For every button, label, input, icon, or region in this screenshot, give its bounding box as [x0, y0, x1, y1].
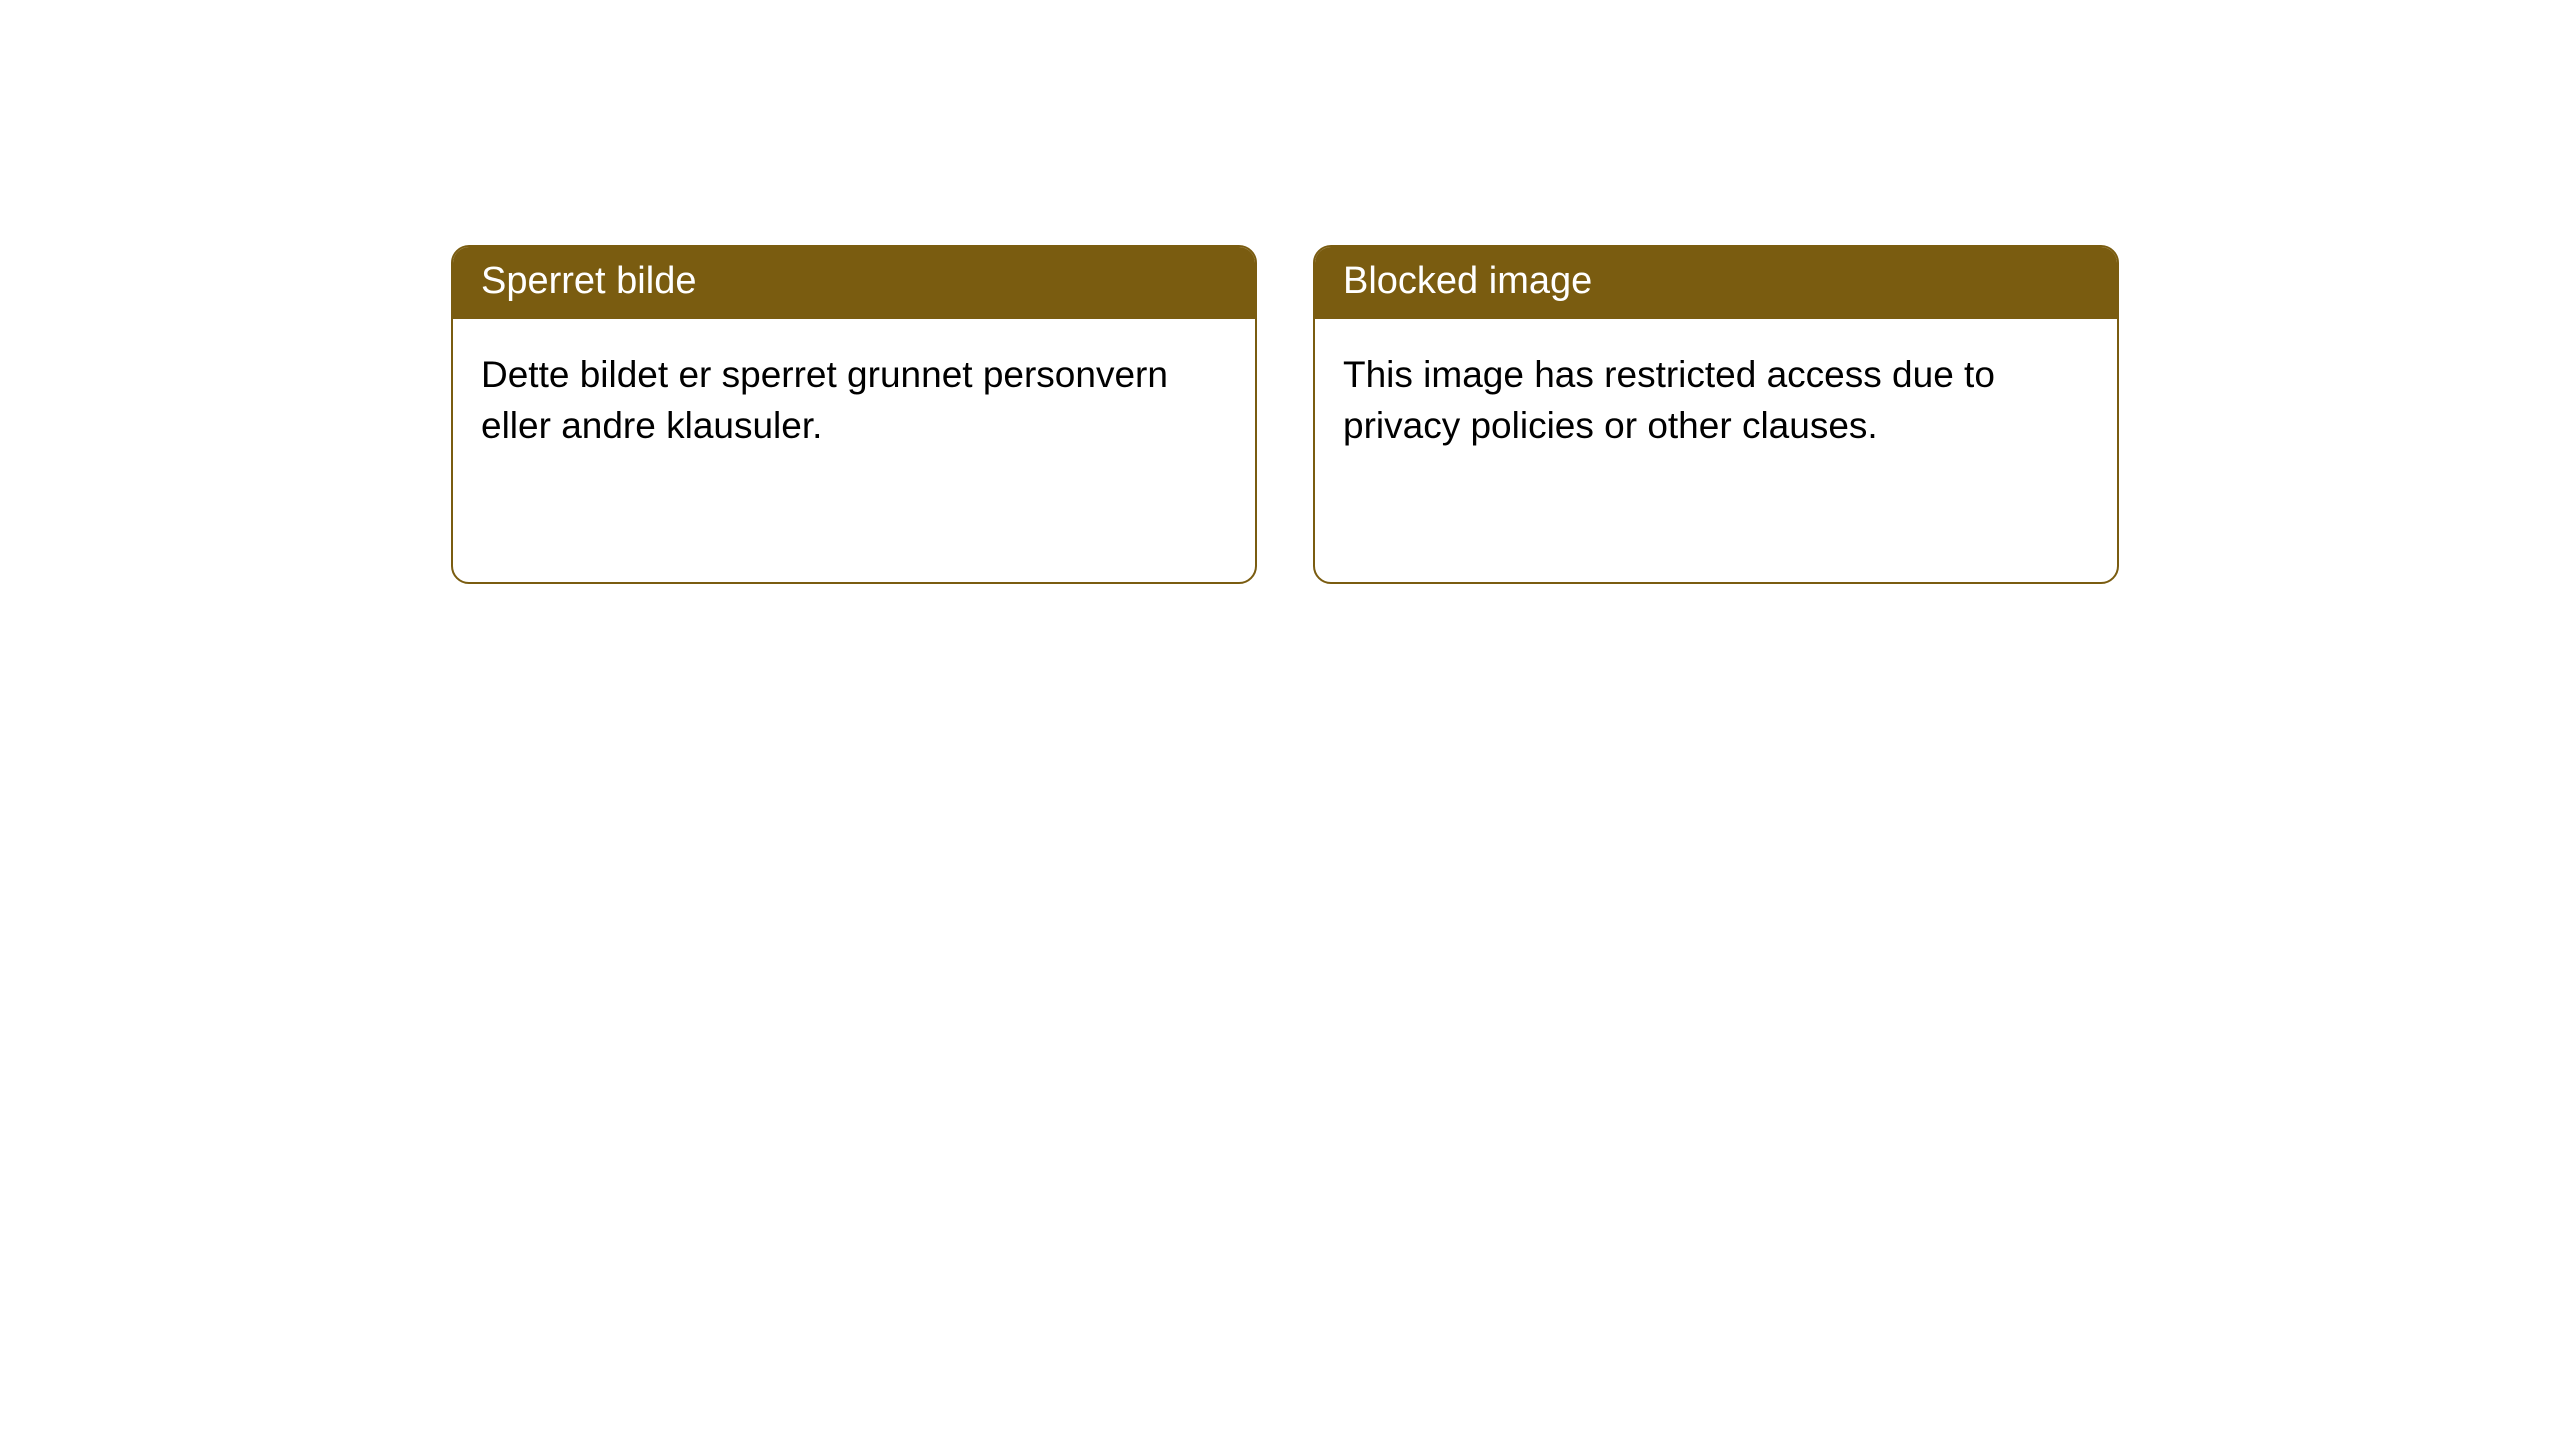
notice-body: Dette bildet er sperret grunnet personve… — [453, 319, 1255, 483]
notice-card-english: Blocked image This image has restricted … — [1313, 245, 2119, 584]
notice-container: Sperret bilde Dette bildet er sperret gr… — [451, 245, 2119, 584]
notice-title: Blocked image — [1343, 260, 1592, 302]
notice-message: Dette bildet er sperret grunnet personve… — [481, 354, 1168, 447]
notice-body: This image has restricted access due to … — [1315, 319, 2117, 483]
notice-header: Sperret bilde — [453, 247, 1255, 319]
notice-header: Blocked image — [1315, 247, 2117, 319]
notice-message: This image has restricted access due to … — [1343, 354, 1995, 447]
notice-title: Sperret bilde — [481, 260, 696, 302]
notice-card-norwegian: Sperret bilde Dette bildet er sperret gr… — [451, 245, 1257, 584]
